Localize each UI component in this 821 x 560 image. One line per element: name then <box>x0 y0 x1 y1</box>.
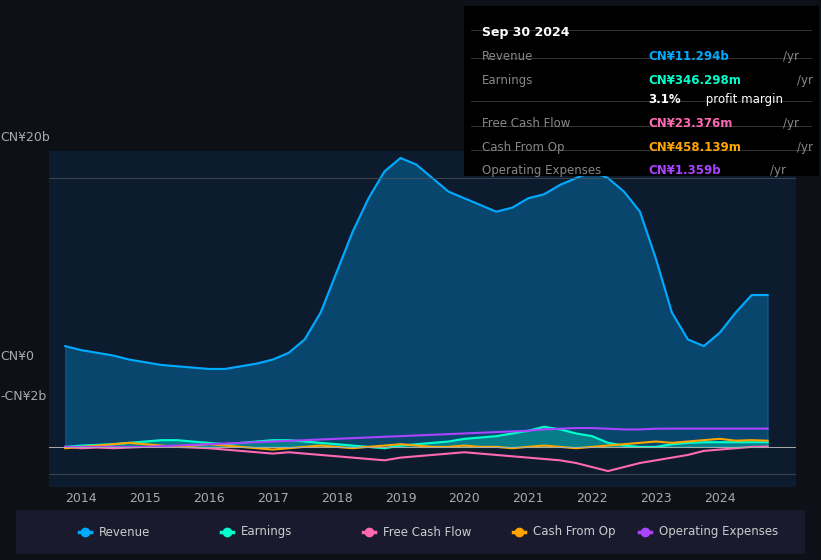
Text: Earnings: Earnings <box>241 525 292 539</box>
Text: Revenue: Revenue <box>99 525 150 539</box>
Text: CN¥458.139m: CN¥458.139m <box>649 141 741 153</box>
Text: Operating Expenses: Operating Expenses <box>482 165 601 178</box>
Text: CN¥20b: CN¥20b <box>1 132 50 144</box>
Text: /yr: /yr <box>783 50 799 63</box>
Text: Operating Expenses: Operating Expenses <box>658 525 778 539</box>
Text: CN¥1.359b: CN¥1.359b <box>649 165 721 178</box>
Text: /yr: /yr <box>783 116 799 129</box>
Text: Free Cash Flow: Free Cash Flow <box>482 116 570 129</box>
Text: CN¥346.298m: CN¥346.298m <box>649 74 741 87</box>
Text: CN¥23.376m: CN¥23.376m <box>649 116 732 129</box>
Text: /yr: /yr <box>796 141 813 153</box>
Text: -CN¥2b: -CN¥2b <box>1 390 47 403</box>
Text: Free Cash Flow: Free Cash Flow <box>383 525 471 539</box>
Text: CN¥11.294b: CN¥11.294b <box>649 50 729 63</box>
Text: Revenue: Revenue <box>482 50 533 63</box>
Text: CN¥0: CN¥0 <box>1 349 34 363</box>
Text: /yr: /yr <box>796 74 813 87</box>
Text: profit margin: profit margin <box>702 93 783 106</box>
Text: /yr: /yr <box>769 165 786 178</box>
Text: Cash From Op: Cash From Op <box>482 141 564 153</box>
Text: Cash From Op: Cash From Op <box>533 525 615 539</box>
Text: Sep 30 2024: Sep 30 2024 <box>482 26 569 39</box>
Text: 3.1%: 3.1% <box>649 93 681 106</box>
Text: Earnings: Earnings <box>482 74 533 87</box>
